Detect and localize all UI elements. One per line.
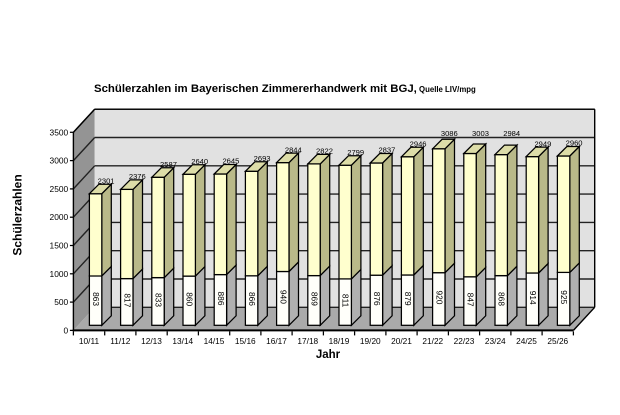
- svg-text:2837: 2837: [378, 146, 395, 155]
- svg-text:18/19: 18/19: [329, 336, 350, 346]
- svg-text:21/22: 21/22: [422, 336, 443, 346]
- svg-text:886: 886: [216, 292, 226, 306]
- svg-text:940: 940: [278, 290, 288, 304]
- svg-text:22/23: 22/23: [454, 336, 475, 346]
- svg-text:Schülerzahlen: Schülerzahlen: [11, 174, 25, 255]
- svg-text:3500: 3500: [50, 127, 69, 137]
- svg-text:860: 860: [185, 292, 195, 306]
- svg-text:2645: 2645: [222, 157, 239, 166]
- svg-text:1500: 1500: [50, 241, 69, 251]
- svg-text:2946: 2946: [410, 140, 427, 149]
- svg-text:500: 500: [54, 297, 68, 307]
- svg-text:2844: 2844: [285, 145, 302, 154]
- svg-text:0: 0: [64, 325, 69, 335]
- svg-text:3086: 3086: [441, 129, 458, 138]
- svg-text:2960: 2960: [566, 139, 583, 148]
- svg-text:24/25: 24/25: [516, 336, 537, 346]
- svg-text:20/21: 20/21: [391, 336, 412, 346]
- svg-text:2949: 2949: [534, 139, 551, 148]
- svg-text:3003: 3003: [472, 129, 489, 138]
- svg-text:14/15: 14/15: [204, 336, 225, 346]
- svg-text:25/26: 25/26: [547, 336, 568, 346]
- svg-text:2822: 2822: [316, 147, 333, 156]
- svg-text:15/16: 15/16: [235, 336, 256, 346]
- svg-text:2500: 2500: [50, 184, 69, 194]
- svg-text:2376: 2376: [129, 172, 146, 181]
- svg-text:17/18: 17/18: [297, 336, 318, 346]
- svg-text:817: 817: [122, 293, 132, 307]
- svg-text:811: 811: [341, 294, 351, 308]
- svg-text:10/11: 10/11: [79, 336, 100, 346]
- svg-text:914: 914: [528, 291, 538, 305]
- svg-text:847: 847: [466, 293, 476, 307]
- svg-text:2693: 2693: [254, 154, 271, 163]
- svg-text:11/12: 11/12: [110, 336, 131, 346]
- svg-text:866: 866: [247, 292, 257, 306]
- svg-text:16/17: 16/17: [266, 336, 287, 346]
- svg-text:19/20: 19/20: [360, 336, 381, 346]
- svg-text:3000: 3000: [50, 156, 69, 166]
- svg-text:876: 876: [372, 292, 382, 306]
- svg-text:869: 869: [310, 292, 320, 306]
- svg-text:13/14: 13/14: [172, 336, 193, 346]
- svg-text:833: 833: [154, 293, 164, 307]
- svg-text:Schülerzahlen im Bayerischen Z: Schülerzahlen im Bayerischen Zimmererhan…: [94, 83, 476, 95]
- svg-text:2984: 2984: [503, 129, 520, 138]
- svg-text:23/24: 23/24: [485, 336, 506, 346]
- svg-text:Jahr: Jahr: [316, 349, 341, 361]
- svg-text:868: 868: [497, 292, 507, 306]
- svg-text:12/13: 12/13: [141, 336, 162, 346]
- svg-text:2640: 2640: [191, 157, 208, 166]
- svg-text:1000: 1000: [50, 269, 69, 279]
- svg-text:2000: 2000: [50, 212, 69, 222]
- svg-text:879: 879: [403, 292, 413, 306]
- svg-text:920: 920: [434, 291, 444, 305]
- svg-text:863: 863: [91, 292, 101, 306]
- svg-text:2587: 2587: [160, 160, 177, 169]
- svg-text:2301: 2301: [98, 176, 115, 185]
- svg-text:925: 925: [559, 290, 569, 304]
- svg-text:2799: 2799: [347, 148, 364, 157]
